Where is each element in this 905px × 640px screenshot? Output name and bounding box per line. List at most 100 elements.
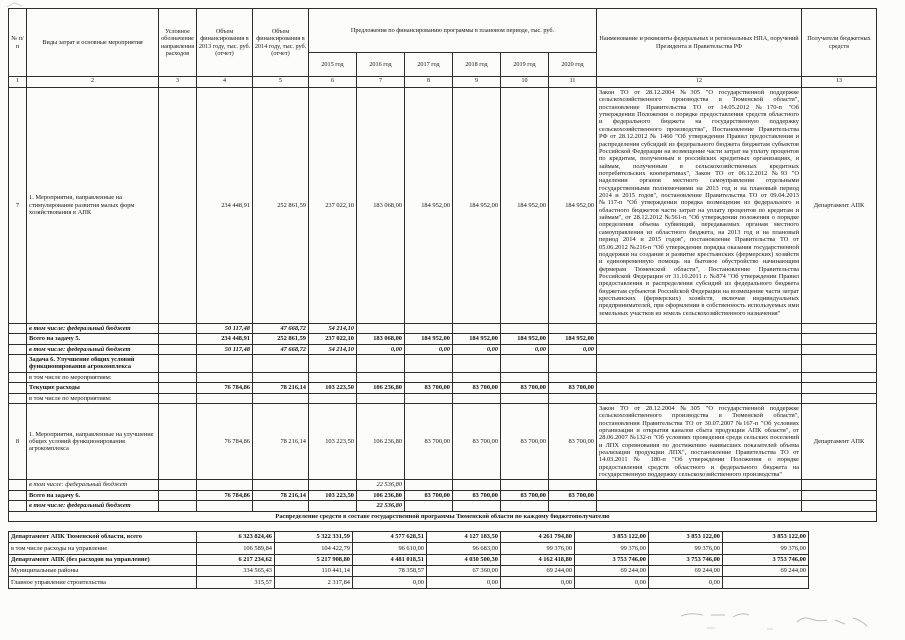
value-cell: 0,00 [356,343,405,356]
value-cell: 83 700,00 [452,382,501,394]
value-cell [452,354,501,373]
table-row: Департамент АПК (без расходов на управле… [8,553,809,567]
value-cell: 3 753 746,00 [574,553,649,567]
col-index: 10 [500,76,549,88]
main-table-body: 7 1. Мероприятия, направленные на стимули… [8,87,877,522]
col-header-recipients: Получатели бюджетных средств [801,8,877,77]
row-number [8,354,27,373]
value-cell [548,500,597,512]
npa-cell [596,354,802,373]
value-cell: 184 952,00 [548,87,597,324]
recipient-cell [801,343,877,356]
row-number: 7 [8,87,27,324]
value-cell: 3 853 122,00 [722,530,809,544]
value-cell [252,392,309,404]
program-financing-table: № п/п Виды затрат и основные мероприятия… [8,8,877,522]
row-label: Главное управление строительства [8,576,197,589]
value-cell [356,354,405,373]
value-cell [308,500,357,512]
value-cell [404,371,453,384]
row-label: в том числе расходы на управление [8,542,197,555]
value-cell [500,500,549,512]
value-cell: 76 784,86 [196,489,253,502]
value-cell [722,576,809,589]
value-cell [548,392,597,404]
row-number: 8 [8,402,27,481]
value-cell: 183 068,00 [356,87,405,324]
npa-cell [596,489,802,502]
value-cell [308,354,357,373]
value-cell: 6 323 824,46 [196,530,275,544]
recipient-cell: Департамент АПК [801,87,877,324]
col-header-year-2016: 2016 год [356,52,405,77]
col-index: 7 [356,76,405,88]
recipient-cell [801,489,877,502]
row-code [158,322,197,335]
value-cell: 96 610,00 [352,542,427,555]
col-index: 13 [801,76,877,88]
recipient-cell [801,371,877,384]
value-cell: 83 700,00 [500,489,549,502]
value-cell [252,354,309,373]
value-cell: 54 214,10 [308,343,357,356]
npa-cell [596,333,802,345]
value-cell [500,371,549,384]
value-cell: 99 376,00 [574,542,649,555]
row-code [158,333,197,345]
value-cell [452,392,501,404]
row-number [8,322,27,335]
value-cell: 0,00 [426,576,501,589]
row-number [8,392,27,404]
value-cell: 184 952,00 [500,87,549,324]
recipient-cell: Департамент АПК [801,402,877,481]
value-cell: 0,00 [648,576,723,589]
col-header-year-2015: 2015 год [308,52,357,77]
value-cell: 4 577 628,51 [352,530,427,544]
value-cell: 103 223,50 [308,402,357,481]
value-cell [356,322,405,335]
row-label: в том числе: федеральный бюджет [26,479,159,491]
value-cell: 78 216,14 [252,402,309,481]
value-cell: 47 668,72 [252,322,309,335]
value-cell: 83 700,00 [404,382,453,394]
value-cell [252,500,309,512]
recipient-cell [801,500,877,512]
npa-cell: Закон ТО от 28.12.2004 №305 "О государст… [596,87,802,324]
value-cell: 83 700,00 [404,402,453,481]
value-cell: 78 216,14 [252,489,309,502]
table-row: в том числе: федеральный бюджет 50 117,48… [8,322,877,335]
value-cell: 5 322 331,59 [274,530,353,544]
section-divider-row: Распределение средств в составе государс… [8,510,877,522]
value-cell: 99 376,00 [722,542,809,555]
recipient-cell [801,392,877,404]
col-index: 12 [596,76,802,88]
table-row: в том числе: федеральный бюджет 22 536,80 [8,500,877,512]
row-code [158,489,197,502]
row-label: в том числе: федеральный бюджет [26,322,159,335]
row-code [158,392,197,404]
col-header-year-2018: 2018 год [452,52,501,77]
value-cell [252,371,309,384]
value-cell: 69 244,00 [722,564,809,578]
value-cell: 99 376,00 [500,542,575,555]
table-row: Департамент АПК Тюменской области, всего… [8,530,809,544]
value-cell [196,392,253,404]
value-cell: 78 216,14 [252,382,309,394]
row-label: Департамент АПК (без расходов на управле… [8,553,197,567]
value-cell: 234 448,91 [196,333,253,345]
npa-cell [596,479,802,491]
col-header-plan-period-group: Предложения по финансированию программы … [308,8,597,53]
row-code [158,354,197,373]
value-cell: 2 317,84 [274,576,353,589]
value-cell: 6 217 234,62 [196,553,275,567]
value-cell: 50 117,48 [196,322,253,335]
row-label: 1. Мероприятия, направленные на улучшени… [26,402,159,481]
col-index: 5 [252,76,309,88]
value-cell: 184 952,00 [500,333,549,345]
value-cell: 184 952,00 [404,87,453,324]
value-cell: 106 236,80 [356,489,405,502]
dist-table-body: Департамент АПК Тюменской области, всего… [8,530,809,589]
value-cell [308,479,357,491]
value-cell: 106 589,84 [196,542,275,555]
value-cell: 184 952,00 [548,333,597,345]
